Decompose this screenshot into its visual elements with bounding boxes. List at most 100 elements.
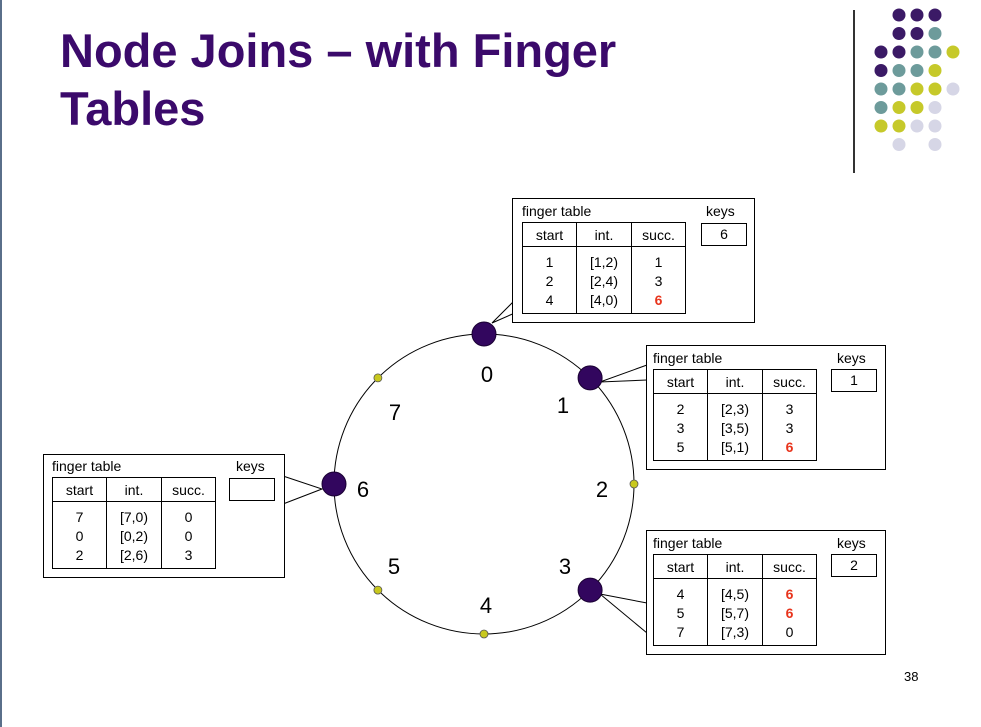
ring-position-label-6: 6 xyxy=(357,477,369,502)
interval-cell: [4,5) xyxy=(707,578,763,604)
decorative-dot xyxy=(874,64,888,77)
ring-empty-slot-4 xyxy=(479,629,489,639)
decorative-dot xyxy=(892,138,906,151)
keys-label: keys xyxy=(706,203,735,219)
ring-node-1 xyxy=(577,365,603,391)
start-cell: 3 xyxy=(653,419,708,438)
decorative-dot xyxy=(892,119,906,133)
table-row: 4 [4,5) 6 xyxy=(653,578,817,604)
keys-box: 1 xyxy=(831,369,877,392)
successor-cell-updated: 6 xyxy=(762,578,817,604)
interval-cell: [2,3) xyxy=(707,393,763,419)
callout-pointer-node1 xyxy=(599,364,648,383)
ring-node-6 xyxy=(321,471,347,497)
finger-table-grid: start int. succ. 7 [7,0) 0 0 [0,2) 0 2 [… xyxy=(52,477,216,569)
interval-cell: [2,6) xyxy=(106,546,162,569)
ring-empty-slot-7 xyxy=(373,373,383,383)
ring-position-label-0: 0 xyxy=(481,362,493,387)
successor-cell: 3 xyxy=(161,546,216,569)
col-int-header: int. xyxy=(576,222,632,247)
col-start-header: start xyxy=(522,222,577,247)
interval-cell: [1,2) xyxy=(576,246,632,272)
start-cell: 7 xyxy=(52,501,107,527)
slide-left-border xyxy=(0,0,2,727)
slide-number: 38 xyxy=(904,669,919,684)
decorative-dot xyxy=(874,119,888,133)
col-int-header: int. xyxy=(707,369,763,394)
interval-cell: [5,1) xyxy=(707,438,763,461)
decorative-dot xyxy=(910,8,924,22)
finger-table-title: finger table xyxy=(522,203,592,219)
decorative-dot xyxy=(910,64,924,77)
decorative-dot xyxy=(874,82,888,96)
finger-table-node-6: finger table keys start int. succ. 7 [7,… xyxy=(43,454,285,578)
keys-label: keys xyxy=(837,535,866,551)
finger-table-title: finger table xyxy=(653,535,723,551)
decorative-dot xyxy=(928,8,942,22)
finger-table-node-1: finger table keys start int. succ. 2 [2,… xyxy=(646,345,886,470)
table-row: 2 [2,6) 3 xyxy=(52,546,216,569)
decorative-dot xyxy=(892,8,906,22)
finger-table-grid: start int. succ. 4 [4,5) 6 5 [5,7) 6 7 [… xyxy=(653,554,817,646)
interval-cell: [0,2) xyxy=(106,527,162,546)
keys-box: 2 xyxy=(831,554,877,577)
decorative-dot xyxy=(892,82,906,96)
start-cell: 1 xyxy=(522,246,577,272)
start-cell: 5 xyxy=(653,604,708,623)
successor-cell: 0 xyxy=(161,527,216,546)
successor-cell: 0 xyxy=(161,501,216,527)
table-row: 5 [5,7) 6 xyxy=(653,604,817,623)
finger-table-grid: start int. succ. 1 [1,2) 1 2 [2,4) 3 4 [… xyxy=(522,222,686,314)
col-succ-header: succ. xyxy=(161,477,216,502)
ring-position-label-1: 1 xyxy=(557,393,569,418)
successor-cell-updated: 6 xyxy=(762,604,817,623)
col-int-header: int. xyxy=(707,554,763,579)
table-row: 0 [0,2) 0 xyxy=(52,527,216,546)
table-row: 7 [7,0) 0 xyxy=(52,501,216,527)
finger-table-node-0: finger table keys start int. succ. 1 [1,… xyxy=(512,198,755,323)
ring-node-0 xyxy=(471,321,497,347)
callout-pointer-node3 xyxy=(599,593,648,634)
decorative-vertical-rule xyxy=(853,10,855,173)
decorative-dot xyxy=(928,138,942,151)
successor-cell: 0 xyxy=(762,623,817,646)
decorative-dot xyxy=(928,82,942,96)
decorative-dot xyxy=(910,82,924,96)
callout-pointer-node0 xyxy=(491,297,518,324)
ring-empty-slot-2 xyxy=(629,479,639,489)
col-start-header: start xyxy=(52,477,107,502)
interval-cell: [7,3) xyxy=(707,623,763,646)
decorative-dot xyxy=(928,45,942,59)
title-line-1: Node Joins – with Finger xyxy=(60,24,617,77)
decorative-dot xyxy=(910,119,924,133)
decorative-dot xyxy=(874,101,888,114)
interval-cell: [5,7) xyxy=(707,604,763,623)
table-row: 4 [4,0) 6 xyxy=(522,291,686,314)
successor-cell: 3 xyxy=(762,393,817,419)
col-start-header: start xyxy=(653,369,708,394)
keys-box: 6 xyxy=(701,223,747,246)
table-row: 1 [1,2) 1 xyxy=(522,246,686,272)
title-line-2: Tables xyxy=(60,82,206,135)
decorative-dot xyxy=(910,101,924,114)
ring-position-label-3: 3 xyxy=(559,554,571,579)
successor-cell-updated: 6 xyxy=(762,438,817,461)
ring-empty-slot-5 xyxy=(373,585,383,595)
col-succ-header: succ. xyxy=(631,222,686,247)
decorative-dot xyxy=(946,82,960,96)
start-cell: 4 xyxy=(653,578,708,604)
table-row: 5 [5,1) 6 xyxy=(653,438,817,461)
successor-cell-updated: 6 xyxy=(631,291,686,314)
keys-label: keys xyxy=(236,458,265,474)
keys-label: keys xyxy=(837,350,866,366)
successor-cell: 3 xyxy=(631,272,686,291)
decorative-dot xyxy=(892,64,906,77)
successor-cell: 3 xyxy=(762,419,817,438)
ring-node-3 xyxy=(577,577,603,603)
decorative-dot xyxy=(928,64,942,77)
decorative-dot xyxy=(910,27,924,40)
decorative-dot xyxy=(910,45,924,59)
col-int-header: int. xyxy=(106,477,162,502)
finger-table-title: finger table xyxy=(653,350,723,366)
table-row: 2 [2,4) 3 xyxy=(522,272,686,291)
